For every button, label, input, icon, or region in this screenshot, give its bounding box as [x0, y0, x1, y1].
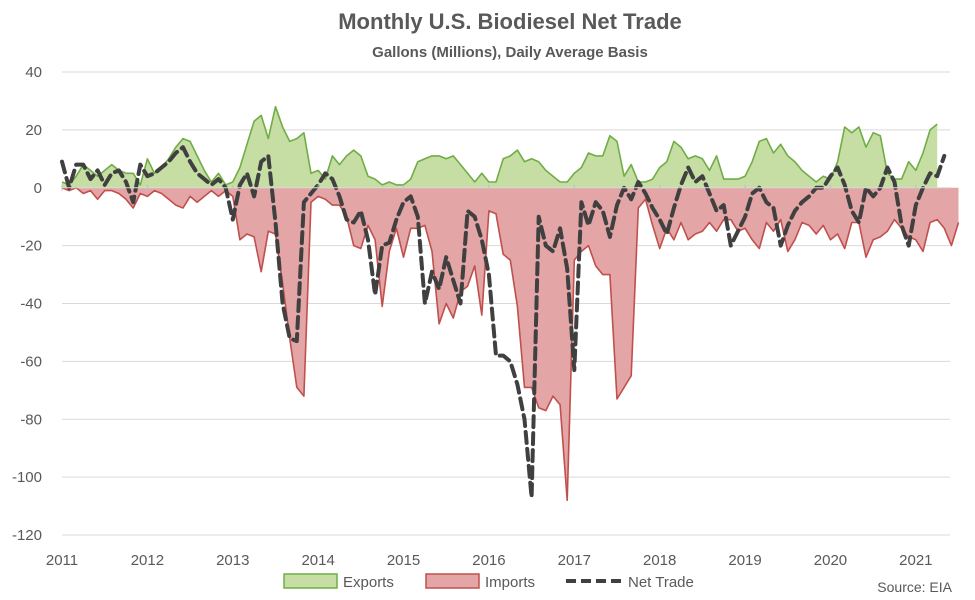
chart-title: Monthly U.S. Biodiesel Net Trade: [338, 9, 682, 34]
exports-line: [61, 105, 938, 186]
x-tick-label: 2020: [814, 552, 847, 569]
y-gridlines: [62, 71, 950, 536]
y-tick-label: 20: [25, 122, 42, 139]
source-note: Source: EIA: [877, 579, 952, 595]
exports-area: [62, 106, 938, 188]
x-tick-label: 2016: [472, 552, 505, 569]
imports-area: [62, 187, 959, 501]
x-tick-label: 2012: [131, 552, 164, 569]
imports-line: [61, 187, 960, 502]
x-tick-label: 2014: [301, 552, 334, 569]
legend-swatch-exports: [283, 573, 338, 589]
x-tick-label: 2011: [46, 552, 78, 569]
x-tick-label: 2018: [643, 552, 676, 569]
chart-subtitle: Gallons (Millions), Daily Average Basis: [372, 44, 648, 61]
y-tick-label: -40: [20, 296, 42, 313]
plot-areas: [62, 106, 959, 501]
y-tick-label: 40: [25, 64, 42, 81]
y-tick-label: 0: [34, 180, 42, 197]
y-axis-ticks: 40 20 0 -20 -40 -60 -80 -100 -120: [12, 64, 42, 544]
legend-swatch-imports: [425, 573, 480, 589]
x-axis-ticks: 2011 2012 2013 2014 2015 2016 2017 2018 2019 2020…: [46, 184, 933, 569]
plot-lines: [60, 105, 960, 502]
y-tick-label: -80: [20, 411, 42, 428]
legend: Exports Imports Net Trade: [283, 573, 694, 591]
legend-label-imports: Imports: [485, 574, 535, 591]
x-tick-label: 2019: [728, 552, 761, 569]
y-tick-label: -100: [12, 469, 42, 486]
y-tick-label: -120: [12, 527, 42, 544]
x-tick-label: 2015: [387, 552, 420, 569]
legend-label-exports: Exports: [343, 574, 394, 591]
y-tick-label: -20: [20, 238, 42, 255]
y-tick-label: -60: [20, 353, 42, 370]
x-tick-label: 2013: [216, 552, 249, 569]
x-tick-label: 2017: [558, 552, 591, 569]
x-tick-label: 2021: [899, 552, 932, 569]
net-trade-line: [60, 145, 947, 500]
legend-label-net-trade: Net Trade: [628, 574, 694, 591]
